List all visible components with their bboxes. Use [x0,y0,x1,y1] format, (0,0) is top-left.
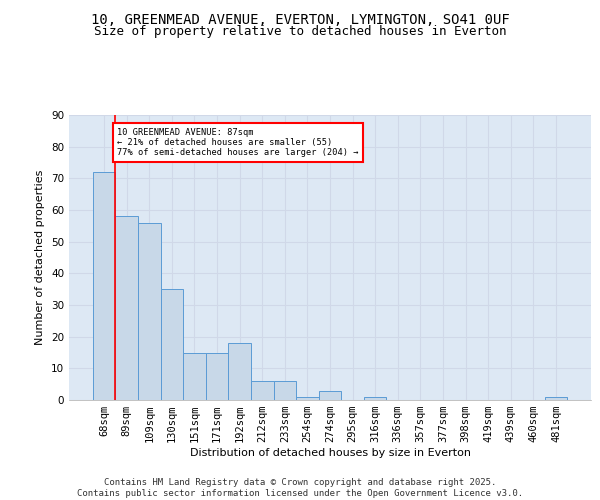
Text: 10 GREENMEAD AVENUE: 87sqm
← 21% of detached houses are smaller (55)
77% of semi: 10 GREENMEAD AVENUE: 87sqm ← 21% of deta… [117,128,359,158]
Bar [183,352,206,400]
Bar [296,397,319,400]
Bar [274,381,296,400]
Y-axis label: Number of detached properties: Number of detached properties [35,170,46,345]
Text: Contains HM Land Registry data © Crown copyright and database right 2025.
Contai: Contains HM Land Registry data © Crown c… [77,478,523,498]
Bar [138,222,161,400]
Bar [545,397,567,400]
Bar [206,352,229,400]
Bar [319,390,341,400]
Text: Size of property relative to detached houses in Everton: Size of property relative to detached ho… [94,25,506,38]
Bar [229,343,251,400]
Bar [161,289,183,400]
Bar [251,381,274,400]
Bar [93,172,115,400]
X-axis label: Distribution of detached houses by size in Everton: Distribution of detached houses by size … [190,448,470,458]
Text: 10, GREENMEAD AVENUE, EVERTON, LYMINGTON, SO41 0UF: 10, GREENMEAD AVENUE, EVERTON, LYMINGTON… [91,12,509,26]
Bar [364,397,386,400]
Bar [115,216,138,400]
